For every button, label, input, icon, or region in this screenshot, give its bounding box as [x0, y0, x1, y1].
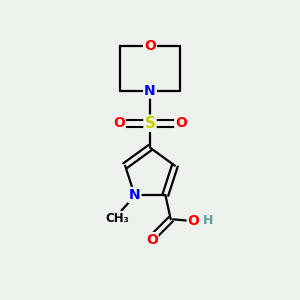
- Text: O: O: [146, 233, 158, 247]
- Text: O: O: [188, 214, 200, 228]
- Text: O: O: [113, 116, 125, 130]
- Text: N: N: [144, 84, 156, 98]
- Text: H: H: [203, 214, 214, 227]
- Text: CH₃: CH₃: [105, 212, 129, 225]
- Text: O: O: [175, 116, 187, 130]
- Text: O: O: [144, 39, 156, 53]
- Text: S: S: [145, 116, 155, 131]
- Text: N: N: [129, 188, 140, 202]
